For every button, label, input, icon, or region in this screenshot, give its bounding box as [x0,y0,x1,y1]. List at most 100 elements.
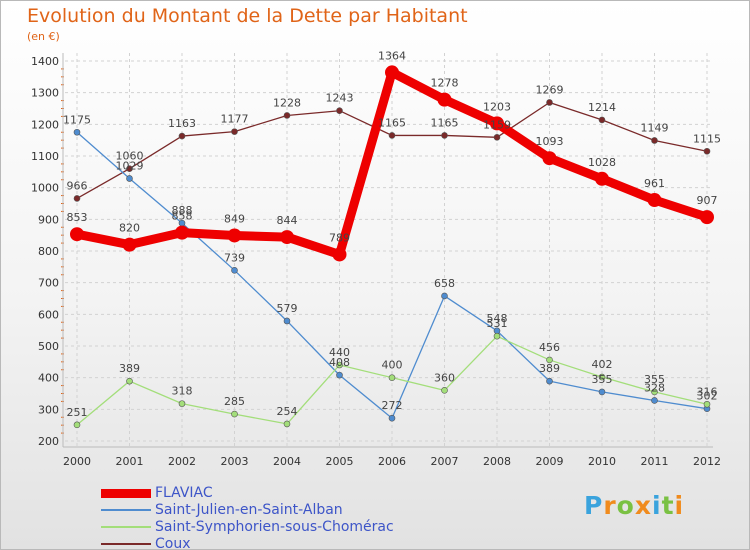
chart-title: Evolution du Montant de la Dette par Hab… [27,5,468,27]
data-point [336,371,343,379]
y-tick-label: 1200 [31,118,59,131]
data-point [175,225,189,240]
line-chart: 200 300 400 500 600 700 800 900 1000 1100 1200 1300… [31,49,721,468]
data-point [493,332,501,340]
data-label: 531 [487,317,508,330]
data-point [542,151,557,166]
data-label: 1115 [693,132,721,145]
data-point [336,361,343,369]
data-point [227,228,242,243]
y-tick-label: 900 [38,213,59,226]
data-label: 1159 [483,118,511,131]
legend-item: FLAVIAC [101,485,421,502]
data-point [73,195,81,202]
legend-label: Coux [155,536,191,550]
logo-letter: P [584,491,604,520]
data-point [700,210,714,225]
data-point [703,400,711,408]
data-label: 1278 [431,77,459,90]
data-label: 360 [434,371,455,384]
data-point [546,99,553,106]
data-label: 789 [329,231,350,244]
data-label: 858 [172,210,193,223]
data-point [178,132,186,140]
data-point [122,237,137,252]
data-point [126,175,133,182]
data-label: 961 [644,177,665,190]
data-label: 658 [434,277,455,290]
data-point [437,92,452,107]
x-tick-label: 2001 [116,455,144,468]
proxiti-logo: Proxiti [584,491,684,520]
data-label: 1093 [536,135,564,148]
x-tick-label: 2004 [273,455,301,468]
data-label: 1177 [221,113,249,126]
logo-letter: o [616,491,635,520]
data-label: 1165 [431,116,459,129]
y-tick-label: 1100 [31,150,59,163]
x-tick-label: 2000 [63,455,91,468]
legend-swatch [101,543,151,545]
data-label: 355 [592,373,613,386]
data-point [336,107,343,115]
data-label: 820 [119,222,140,235]
legend-item: Saint-Symphorien-sous-Chomérac [101,519,421,536]
y-tick-label: 800 [38,245,59,258]
x-tick-label: 2006 [378,455,406,468]
y-tick-label: 300 [38,403,59,416]
grid-lines [65,53,713,447]
data-point [598,373,606,381]
data-point [703,147,711,155]
data-label: 1165 [378,116,406,129]
data-labels: 853 820 858 849 844 789 1364 1278 1203 1093 1028 96… [63,49,721,418]
data-point [231,267,238,274]
data-label: 318 [172,385,193,398]
data-label: 355 [644,373,665,386]
legend: FLAVIAC Saint-Julien-en-Saint-Alban Saint-… [101,485,421,550]
data-label: 888 [172,204,193,217]
axes [61,53,713,448]
x-tick-label: 2005 [326,455,354,468]
data-point [73,421,81,429]
data-label: 966 [67,179,88,192]
data-point [178,400,186,407]
logo-letter: r [603,491,617,520]
x-tick-labels: 2000 2001 2002 2003 2004 2005 2006 2007 2008 2009… [63,455,721,468]
data-point [332,247,347,262]
legend-swatch [101,488,151,498]
legend-label: FLAVIAC [155,485,213,501]
y-tick-label: 700 [38,277,59,290]
legend-swatch [101,509,151,511]
data-label: 844 [277,214,298,227]
legend-label: Saint-Symphorien-sous-Chomérac [155,519,394,535]
legend-item: Saint-Julien-en-Saint-Alban [101,502,421,519]
data-point [441,132,448,139]
data-point [490,116,504,131]
x-tick-label: 2009 [536,455,564,468]
data-label: 1214 [588,101,616,114]
data-label: 402 [592,358,613,371]
data-point [595,171,609,186]
data-point [70,227,84,242]
data-point [651,388,658,396]
y-tick-label: 1000 [31,182,59,195]
data-label: 400 [382,359,403,372]
legend-swatch [101,526,151,528]
data-point [126,165,133,172]
y-tick-labels: 200 300 400 500 600 700 800 900 1000 1100 1200 1300… [31,55,59,448]
data-point [647,193,662,208]
data-label: 316 [697,385,718,398]
data-point [388,132,396,139]
logo-letter: x [634,491,652,520]
data-point [231,410,238,418]
data-label: 328 [644,381,665,394]
y-tick-label: 1300 [31,87,59,100]
data-point [231,128,238,135]
data-point [546,356,553,364]
data-label: 456 [539,341,560,354]
data-label: 440 [329,346,350,359]
logo-letter: t [661,491,675,520]
x-tick-label: 2007 [431,455,459,468]
data-point [651,137,658,144]
data-point [441,387,448,394]
